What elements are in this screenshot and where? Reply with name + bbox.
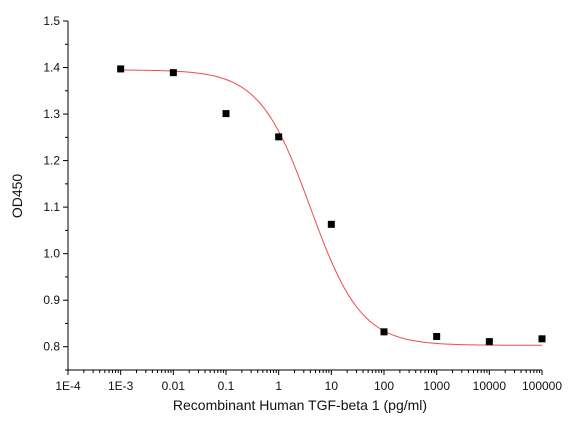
x-tick-label: 0.01 — [162, 379, 186, 393]
x-tick-label: 10000 — [473, 379, 507, 393]
y-axis-title: OD450 — [9, 174, 25, 219]
y-tick-label: 0.8 — [43, 340, 60, 354]
data-point — [485, 338, 493, 346]
data-point — [169, 69, 177, 77]
x-tick-label: 10 — [325, 379, 339, 393]
y-tick-label: 1.0 — [43, 247, 60, 261]
data-point — [538, 335, 546, 343]
x-tick-label: 1E-3 — [108, 379, 134, 393]
x-tick-label: 0.1 — [218, 379, 235, 393]
x-tick-label: 100000 — [522, 379, 562, 393]
y-tick-label: 1.3 — [43, 107, 60, 121]
x-axis-ticks: 1E-4 1E-3 0.01 0.1 1 10 100 1000 10000 100000 — [55, 370, 562, 393]
data-point — [117, 65, 125, 73]
x-tick-label: 1000 — [423, 379, 450, 393]
data-point — [327, 220, 335, 228]
data-point — [433, 332, 441, 340]
y-tick-label: 0.9 — [43, 293, 60, 307]
y-tick-label: 1.4 — [43, 61, 60, 75]
x-tick-label: 1 — [275, 379, 282, 393]
y-tick-label: 1.2 — [43, 154, 60, 168]
y-tick-label: 1.1 — [43, 200, 60, 214]
data-point — [222, 110, 230, 118]
data-point — [380, 328, 388, 336]
data-point — [275, 133, 283, 141]
x-axis-title: Recombinant Human TGF-beta 1 (pg/ml) — [173, 397, 427, 413]
plot-area: 1E-4 1E-3 0.01 0.1 1 10 100 1000 10000 100000 0.8… — [43, 14, 562, 393]
y-tick-label: 1.5 — [43, 14, 60, 28]
data-points — [117, 65, 546, 346]
x-tick-label: 100 — [374, 379, 394, 393]
y-axis-ticks: 0.8 0.9 1.0 1.1 1.2 1.3 1.4 1.5 — [43, 14, 68, 371]
fit-curve — [120, 69, 543, 346]
x-tick-label: 1E-4 — [55, 379, 81, 393]
